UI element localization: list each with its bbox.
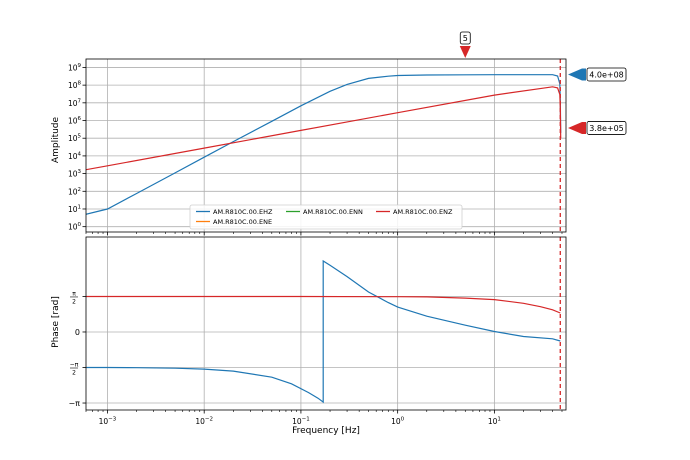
x-tick-label: 101: [488, 417, 501, 427]
legend-label: AM.R810C.00.ENE: [213, 218, 272, 226]
plot-area: [86, 237, 566, 410]
axes-frame: [85, 236, 567, 411]
y-tick-label: 106: [68, 116, 82, 126]
series-line: [86, 295, 561, 314]
annotation-flags: 5 4.0e+08 3.8e+05: [459, 31, 627, 135]
amplitude-marker-box: [586, 67, 627, 82]
y-tick-label: 109: [68, 63, 82, 73]
x-tick-label: 10−2: [195, 417, 213, 427]
y-tick-label: 103: [68, 169, 82, 179]
plot-area: [86, 59, 566, 232]
x-tick-label: 10−1: [292, 417, 310, 427]
x-tick-label: 10−3: [99, 417, 117, 427]
y-tick-label: 102: [68, 187, 81, 197]
legend: AM.R810C.00.EHZ AM.R810C.00.ENE AM.R810C.0…: [189, 204, 463, 230]
y-tick-label: 100: [68, 222, 82, 232]
y-tick-label: 105: [68, 134, 82, 144]
amplitude-axes: 100 101 102 103 104 105 106 107 108 109: [68, 58, 567, 236]
amplitude-marker: [568, 121, 586, 134]
legend-label: AM.R810C.00.EHZ: [213, 208, 273, 216]
series-line: [86, 259, 561, 404]
amplitude-marker: [568, 68, 586, 81]
frequency-x-label: Frequency [Hz]: [292, 426, 360, 436]
y-tick-label: −π: [68, 399, 80, 408]
axes-frame: [85, 58, 567, 233]
series-line: [86, 86, 562, 171]
amplitude-marker-label: 3.8e+05: [589, 124, 624, 133]
frequency-marker-box: [459, 31, 471, 45]
y-tick-label: −π: [70, 362, 79, 369]
y-tick-label: 101: [68, 204, 81, 214]
y-tick-label: 104: [68, 151, 82, 161]
y-tick-label: π: [72, 290, 76, 297]
y-tick-label: 2: [72, 370, 76, 377]
amplitude-y-label: Amplitude: [51, 116, 61, 163]
amplitude-marker-box: [586, 121, 627, 135]
amplitude-marker-label: 4.0e+08: [589, 70, 624, 79]
y-tick-label: 108: [68, 81, 82, 91]
legend-box: [189, 204, 463, 230]
phase-y-label: Phase [rad]: [51, 296, 61, 348]
frequency-marker-label: 5: [463, 34, 468, 43]
legend-label: AM.R810C.00.ENZ: [393, 208, 453, 216]
x-tick-label: 100: [391, 417, 405, 427]
y-tick-label: 2: [72, 298, 76, 305]
y-tick-label: 0: [75, 328, 80, 337]
legend-label: AM.R810C.00.ENN: [303, 208, 363, 216]
series-line: [86, 74, 562, 215]
frequency-marker: [459, 46, 471, 58]
y-tick-label: 107: [68, 98, 82, 108]
